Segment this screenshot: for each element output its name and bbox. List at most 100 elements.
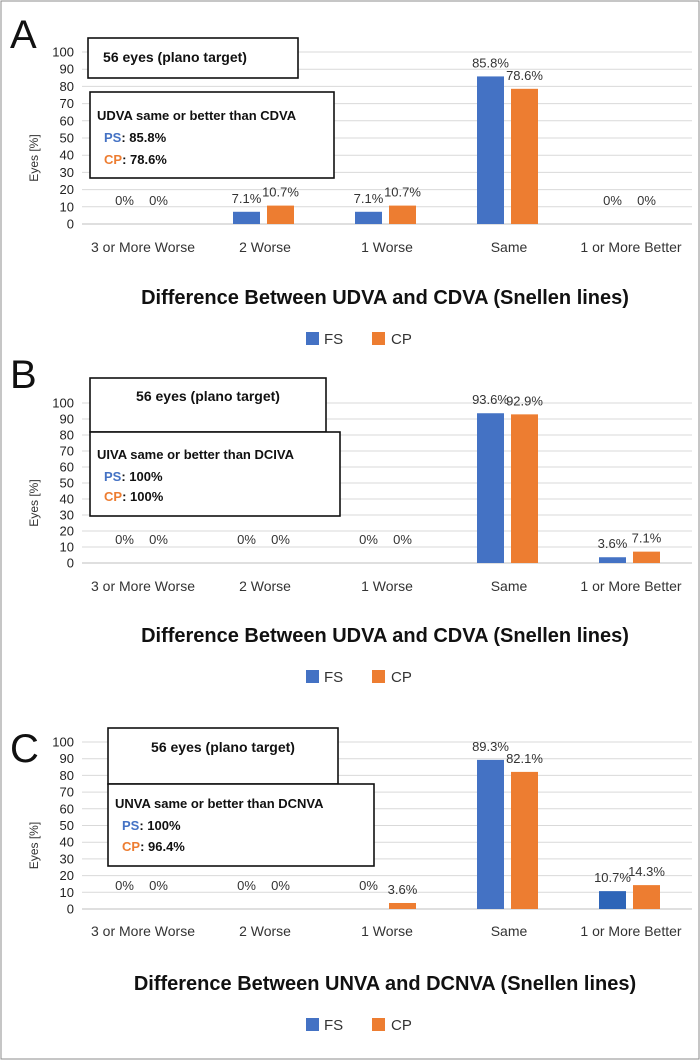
panel-letter: A: [10, 13, 37, 57]
ps-label: PS: [104, 469, 122, 484]
x-category-label: Same: [491, 923, 528, 939]
legend-label-fs: FS: [324, 331, 343, 348]
x-category-label: 3 or More Worse: [91, 239, 195, 255]
y-tick-label: 50: [60, 131, 74, 146]
stat-box: [89, 431, 341, 517]
ps-value: : 100%: [121, 469, 163, 484]
data-label: 78.6%: [506, 68, 543, 83]
y-tick-label: 80: [60, 428, 74, 443]
y-tick-label: 50: [60, 818, 74, 833]
bar-cp-3: [511, 88, 538, 224]
bar-fs-3: [477, 76, 504, 224]
legend-swatch-cp: [372, 670, 385, 683]
data-label: 89.3%: [472, 739, 509, 754]
legend-label-cp: CP: [391, 669, 412, 686]
y-tick-label: 10: [60, 540, 74, 555]
data-label: 7.1%: [354, 191, 384, 206]
legend-swatch-fs: [306, 1018, 319, 1031]
stat-box-title: UDVA same or better than CDVA: [97, 108, 297, 123]
data-label: 0%: [393, 532, 412, 547]
stat-box-ps-line: PS: 100%: [122, 818, 181, 833]
data-label: 0%: [271, 532, 290, 547]
y-tick-label: 30: [60, 508, 74, 523]
y-tick-label: 30: [60, 851, 74, 866]
y-tick-label: 60: [60, 460, 74, 475]
legend-label-cp: CP: [391, 1017, 412, 1034]
data-label: 0%: [149, 532, 168, 547]
data-label: 10.7%: [262, 185, 299, 200]
panel-letter: C: [10, 727, 39, 771]
y-tick-label: 30: [60, 165, 74, 180]
x-category-label: 3 or More Worse: [91, 923, 195, 939]
data-label: 85.8%: [472, 55, 509, 70]
data-label: 0%: [271, 878, 290, 893]
cp-label: CP: [122, 839, 140, 854]
x-axis-title: Difference Between UDVA and CDVA (Snelle…: [141, 287, 629, 309]
panel-letter: B: [10, 353, 37, 397]
legend-swatch-fs: [306, 332, 319, 345]
y-tick-label: 10: [60, 885, 74, 900]
data-label: 0%: [115, 532, 134, 547]
y-tick-label: 40: [60, 148, 74, 163]
bar-cp-2: [389, 902, 416, 909]
data-label: 0%: [359, 532, 378, 547]
data-label: 14.3%: [628, 864, 665, 879]
bar-cp-2: [389, 205, 416, 224]
legend-swatch-fs: [306, 670, 319, 683]
y-tick-label: 0: [67, 902, 74, 917]
bar-cp-1: [267, 205, 294, 224]
x-category-label: Same: [491, 239, 528, 255]
bar-fs-1: [233, 211, 260, 224]
data-label: 0%: [149, 193, 168, 208]
y-tick-label: 60: [60, 801, 74, 816]
data-label: 7.1%: [232, 191, 262, 206]
cp-label: CP: [104, 152, 122, 167]
data-label: 3.6%: [598, 536, 628, 551]
y-tick-label: 60: [60, 113, 74, 128]
cohort-box-text: 56 eyes (plano target): [136, 388, 280, 404]
y-tick-label: 20: [60, 182, 74, 197]
bar-fs-3: [477, 759, 504, 909]
bar-fs-3: [477, 413, 504, 563]
cp-value: : 100%: [122, 489, 164, 504]
y-tick-label: 90: [60, 62, 74, 77]
data-label: 7.1%: [632, 531, 662, 546]
bar-fs-4: [599, 891, 626, 909]
y-tick-label: 80: [60, 79, 74, 94]
y-tick-label: 50: [60, 476, 74, 491]
cp-value: : 78.6%: [122, 152, 167, 167]
bar-cp-3: [511, 414, 538, 563]
data-label: 10.7%: [594, 870, 631, 885]
y-tick-label: 0: [67, 217, 74, 232]
stat-box-cp-line: CP: 96.4%: [122, 839, 185, 854]
stat-box-title: UNVA same or better than DCNVA: [115, 796, 324, 811]
data-label: 0%: [359, 878, 378, 893]
data-label: 0%: [115, 878, 134, 893]
y-tick-label: 70: [60, 444, 74, 459]
data-label: 93.6%: [472, 392, 509, 407]
y-axis-title: Eyes [%]: [27, 479, 41, 526]
y-tick-label: 80: [60, 768, 74, 783]
cohort-box-text: 56 eyes (plano target): [103, 49, 247, 65]
ps-label: PS: [104, 130, 122, 145]
x-category-label: 2 Worse: [239, 923, 291, 939]
legend-swatch-cp: [372, 332, 385, 345]
legend: FS CP: [306, 331, 412, 348]
x-axis-title: Difference Between UDVA and CDVA (Snelle…: [141, 625, 629, 647]
legend-label-fs: FS: [324, 1017, 343, 1034]
bar-cp-4: [633, 885, 660, 909]
x-category-label: 1 Worse: [361, 239, 413, 255]
stat-box-ps-line: PS: 85.8%: [104, 130, 167, 145]
y-tick-label: 100: [52, 396, 74, 411]
y-tick-label: 70: [60, 96, 74, 111]
legend-swatch-cp: [372, 1018, 385, 1031]
x-category-label: 1 or More Better: [580, 923, 681, 939]
cp-label: CP: [104, 489, 122, 504]
data-label: 0%: [237, 532, 256, 547]
y-tick-label: 20: [60, 868, 74, 883]
y-tick-label: 40: [60, 492, 74, 507]
cohort-box: [107, 727, 339, 785]
data-label: 3.6%: [388, 882, 418, 897]
chart-panel-a: A 0 10 20 30 40 50 60 70 80 90 100 Eyes [%] 0% 7.1% 7.1…: [10, 13, 692, 348]
